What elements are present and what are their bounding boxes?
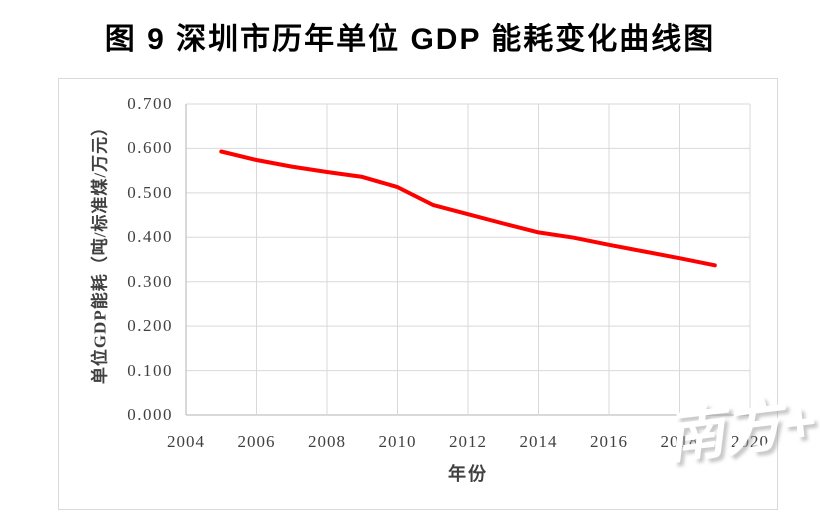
y-axis-title: 单位GDP能耗（吨/标准煤/万元）: [90, 117, 110, 385]
x-tick-label: 2010: [378, 432, 417, 451]
y-tick-label: 0.300: [127, 271, 173, 291]
figure-title: 图 9 深圳市历年单位 GDP 能耗变化曲线图: [104, 23, 716, 56]
energy-intensity-line-series: [219, 149, 717, 268]
y-tick-label: 0.700: [127, 94, 173, 113]
line-chart-plot: [185, 103, 751, 416]
x-tick-label: 2018: [660, 432, 699, 451]
y-tick-label: 0.500: [127, 182, 173, 202]
x-axis-title: 年份: [448, 464, 488, 484]
x-tick-label: 2014: [519, 432, 558, 451]
y-tick-label: 0.000: [127, 405, 173, 424]
y-tick-label: 0.100: [127, 360, 173, 380]
x-tick-label: 2016: [590, 432, 628, 451]
chart-frame: 0.000 0.100 0.200 0.300 0.400 0.500 0.600 0.700…: [58, 78, 778, 510]
y-tick-label: 0.600: [127, 138, 173, 158]
x-tick-label: 2008: [308, 432, 346, 451]
y-tick-label: 0.400: [127, 227, 173, 247]
x-tick-label: 2012: [449, 432, 487, 451]
x-tick-label: 2006: [237, 432, 276, 451]
x-tick-label: 2020: [731, 432, 769, 451]
y-tick-label: 0.200: [127, 316, 173, 336]
x-tick-label: 2004: [167, 432, 205, 451]
